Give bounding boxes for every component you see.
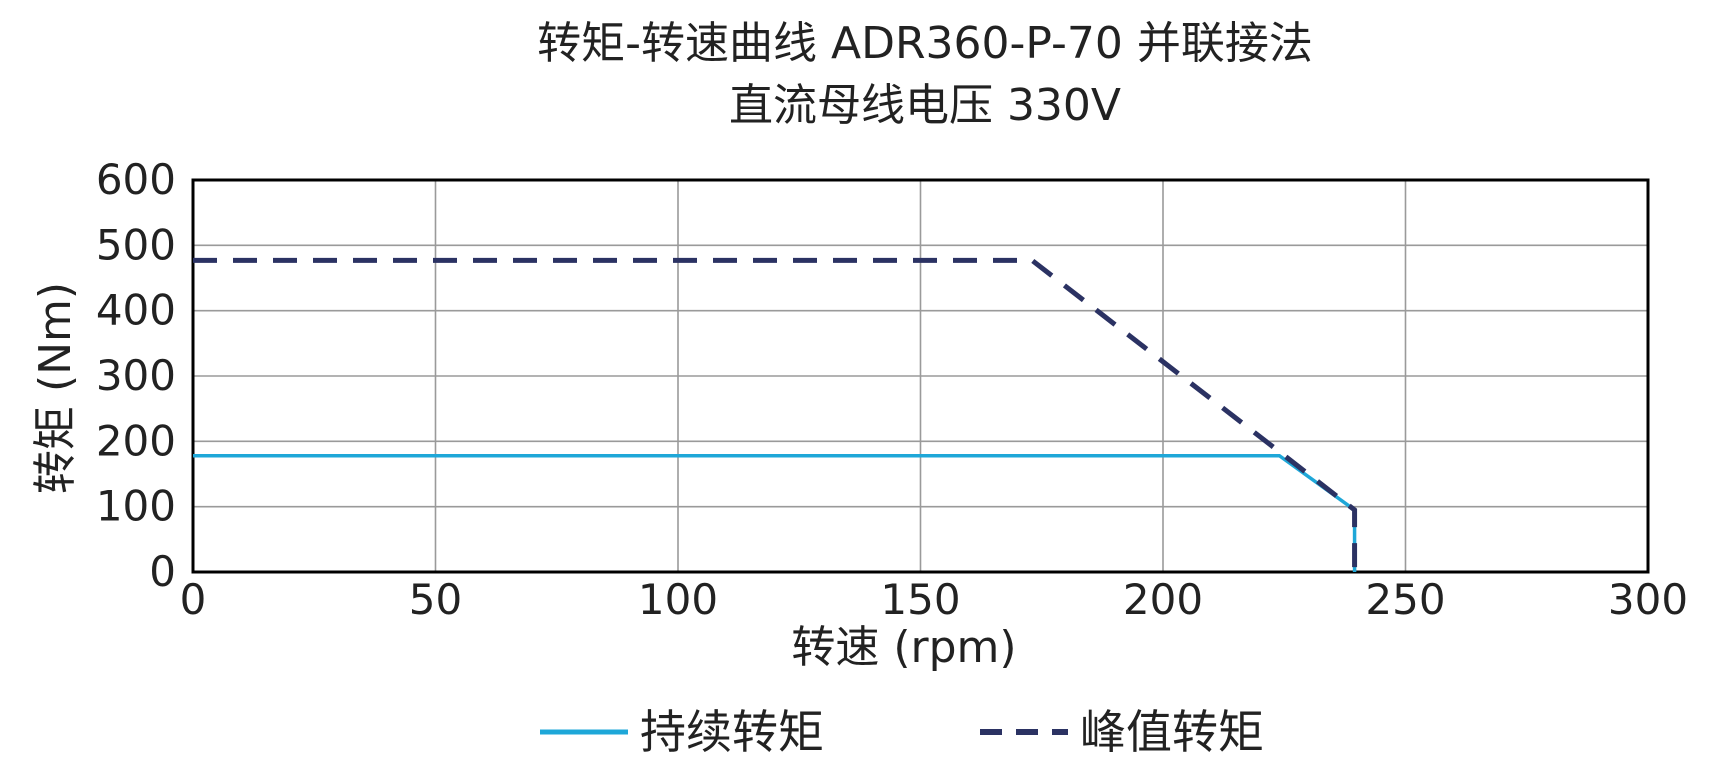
plot-frame [191, 178, 1650, 574]
chart-subtitle: 直流母线电压 330V [729, 80, 1121, 131]
x-tick-label: 250 [1365, 575, 1445, 624]
x-tick-label: 50 [409, 575, 462, 624]
y-tick-label: 400 [96, 286, 176, 335]
grid-layer [193, 180, 1648, 572]
legend-label-peak: 峰值转矩 [1080, 705, 1264, 759]
x-tick-label: 150 [880, 575, 960, 624]
chart-title: 转矩-转速曲线 ADR360-P-70 并联接法 [537, 18, 1313, 69]
continuous-torque-line [193, 453, 1357, 572]
y-tick-labels: 0 100 200 300 400 500 600 [96, 155, 176, 596]
x-tick-label: 100 [638, 575, 718, 624]
x-axis-label: 转速 (rpm) [791, 622, 1016, 673]
x-tick-label: 300 [1608, 575, 1688, 624]
y-tick-label: 200 [96, 416, 176, 465]
y-tick-label: 0 [149, 547, 176, 596]
x-tick-labels: 0 50 100 150 200 250 300 [180, 575, 1688, 624]
y-tick-label: 300 [96, 351, 176, 400]
x-tick-label: 200 [1123, 575, 1203, 624]
series-layer [193, 257, 1358, 572]
y-tick-label: 100 [96, 482, 176, 531]
axes-layer [191, 178, 1650, 574]
y-tick-label: 600 [96, 155, 176, 204]
legend: 持续转矩 峰值转矩 [540, 705, 1264, 759]
legend-label-continuous: 持续转矩 [640, 705, 824, 759]
peak-torque-line [193, 257, 1358, 572]
x-tick-label: 0 [180, 575, 207, 624]
y-tick-label: 500 [96, 220, 176, 269]
y-axis-label: 转矩 (Nm) [30, 282, 81, 494]
